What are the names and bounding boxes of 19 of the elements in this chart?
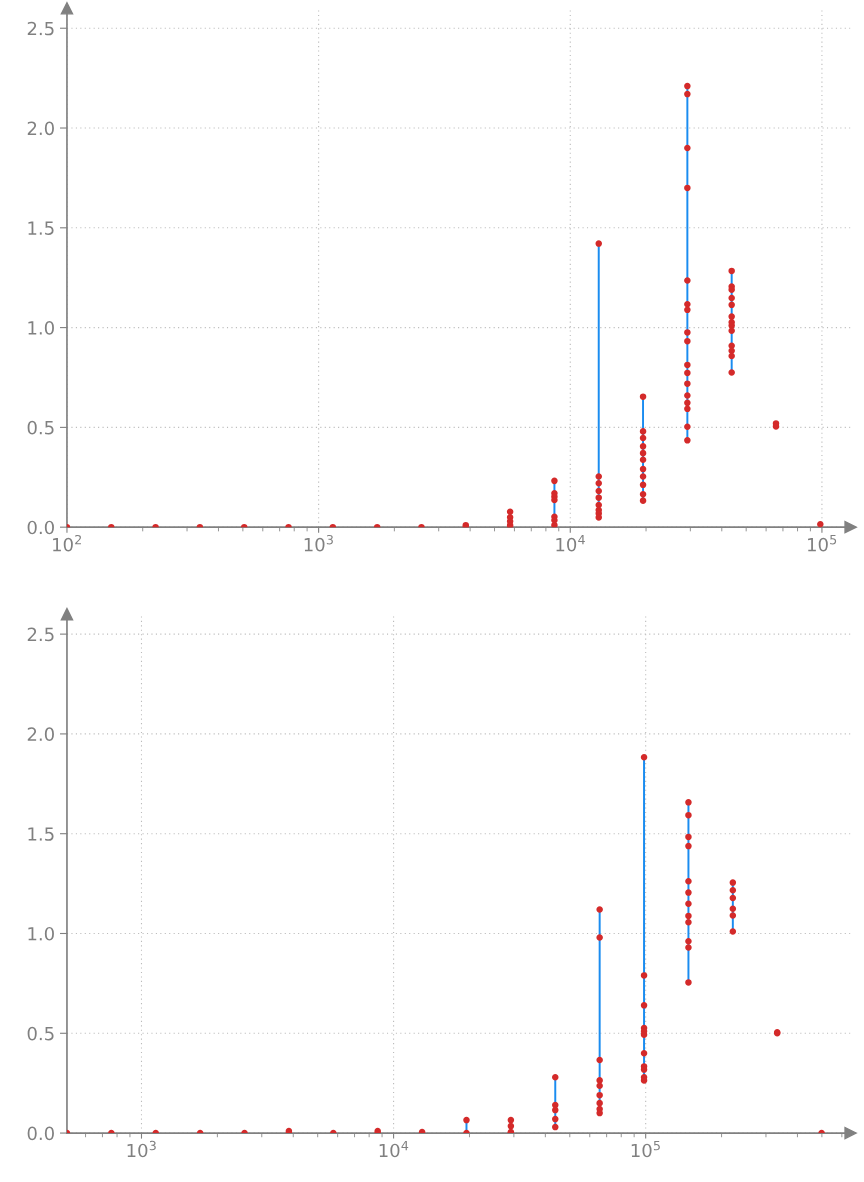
y-tick-label: 2.5 (27, 627, 54, 642)
y-tick-label: 1.0 (28, 321, 54, 335)
x-tick-label: 10$^{5}$ (631, 1140, 660, 1158)
y-tick-label: 0.0 (27, 520, 54, 535)
y-tick-label: 2.5 (27, 21, 54, 36)
x-tick-label: 10$^{4}$ (379, 1140, 409, 1158)
y-tick-label: 0.0 (27, 1126, 54, 1141)
y-tick-label: 1.5 (28, 221, 54, 235)
y-tick-label: 2.0 (27, 121, 54, 136)
y-tick-label: 1.0 (28, 926, 54, 941)
x-tick-label: 10$^{4}$ (556, 535, 585, 552)
x-tick-label: 10$^{2}$ (53, 534, 81, 552)
y-tick-label: 2.0 (27, 727, 54, 742)
x-tick-label: 10$^{5}$ (808, 535, 837, 552)
y-tick-label: 0.5 (27, 420, 54, 435)
x-tick-label: 10$^{3}$ (304, 534, 333, 552)
y-tick-label: 0.5 (27, 1026, 54, 1041)
x-tick-label: 10$^{3}$ (127, 1140, 156, 1158)
y-tick-label: 1.5 (28, 827, 54, 841)
